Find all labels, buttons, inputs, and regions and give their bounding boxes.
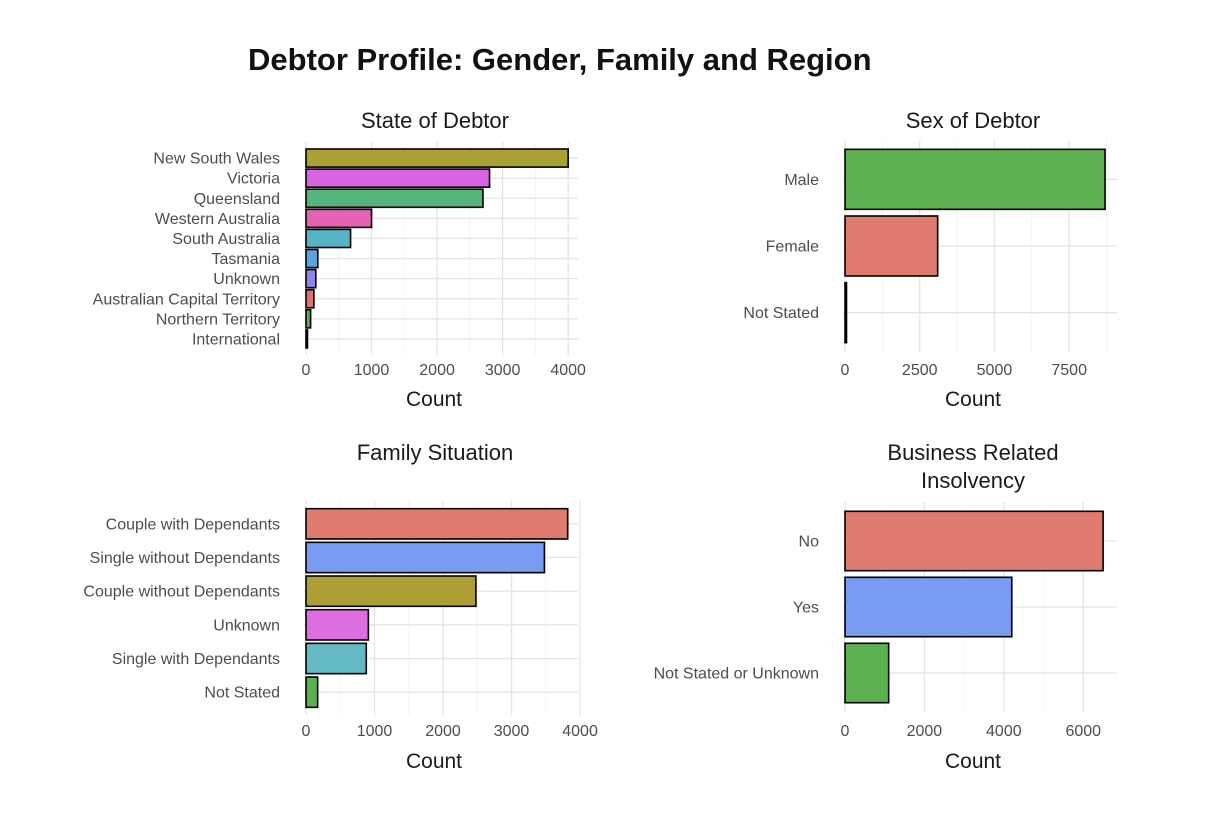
chart-panel: 0 2500 5000 7500 Male Female Not Stated Sex of … [743, 108, 1117, 411]
x-tick-label: 7500 [1051, 362, 1087, 379]
x-tick-label: 1000 [357, 723, 393, 740]
x-tick-label: 2000 [419, 362, 455, 379]
category-label: Victoria [227, 171, 280, 188]
bar [305, 507, 569, 540]
category-label: Northern Territory [156, 311, 280, 328]
x-tick-label: 2500 [902, 362, 938, 379]
bar [305, 148, 569, 168]
panel-title: Business Related [887, 440, 1058, 465]
x-tick-label: 4000 [562, 723, 598, 740]
x-tick-label: 5000 [977, 362, 1013, 379]
x-tick-label: 0 [302, 723, 311, 740]
x-tick-label: 0 [841, 723, 850, 740]
x-axis-title: Count [945, 388, 1001, 411]
bar [305, 168, 491, 188]
category-label: International [192, 331, 280, 348]
bar [305, 248, 319, 269]
bar [305, 268, 317, 289]
x-tick-label: 2000 [907, 723, 943, 740]
x-tick-label: 6000 [1065, 723, 1101, 740]
figure-title: Debtor Profile: Gender, Family and Regio… [248, 42, 872, 77]
bar [305, 608, 370, 641]
category-label: Not Stated [743, 305, 819, 322]
chart-panel: 0 1000 2000 3000 4000 New South Wales Victoria… [93, 108, 586, 411]
chart-panel: 0 2000 4000 6000 No Yes Not Stated or Unknown B… [654, 440, 1117, 773]
category-label: Australian Capital Territory [93, 291, 280, 308]
x-tick-label: 4000 [550, 362, 586, 379]
x-tick-label: 2000 [425, 723, 461, 740]
x-axis-title: Count [406, 388, 462, 411]
category-label: Couple without Dependants [83, 584, 280, 601]
bar [844, 510, 1104, 572]
bar [305, 575, 477, 608]
bar [305, 541, 546, 574]
category-label: Yes [793, 600, 819, 617]
x-tick-label: 0 [302, 362, 311, 379]
category-label: Male [784, 172, 819, 189]
bar [305, 329, 309, 349]
x-axis-title: Count [945, 750, 1001, 773]
bar [305, 288, 315, 309]
category-label: Female [766, 239, 819, 256]
chart-panel: 0 1000 2000 3000 4000 Couple with Dependants S… [83, 440, 598, 773]
category-label: No [799, 534, 820, 551]
x-tick-label: 0 [841, 362, 850, 379]
category-label: Tasmania [212, 251, 281, 268]
bar [305, 676, 319, 709]
category-label: Queensland [194, 191, 280, 208]
bar [305, 642, 368, 675]
category-label: Not Stated or Unknown [654, 666, 819, 683]
category-label: South Australia [172, 231, 280, 248]
panel-title: State of Debtor [361, 108, 509, 133]
bar [844, 642, 890, 704]
panel-title: Sex of Debtor [906, 108, 1041, 133]
category-label: Single with Dependants [112, 651, 280, 668]
x-tick-label: 1000 [354, 362, 390, 379]
category-label: Couple with Dependants [106, 516, 280, 533]
bar [305, 228, 352, 249]
bar [844, 148, 1106, 211]
bar [844, 281, 848, 344]
category-label: Unknown [213, 617, 280, 634]
bar [844, 215, 939, 277]
bar [305, 188, 484, 209]
x-tick-label: 3000 [494, 723, 530, 740]
category-label: Unknown [213, 271, 280, 288]
panel-title: Insolvency [921, 468, 1025, 493]
category-label: Single without Dependants [90, 550, 280, 567]
bar [844, 576, 1013, 638]
bar [305, 208, 373, 229]
bar [305, 309, 312, 329]
category-label: Not Stated [204, 685, 280, 702]
x-axis-title: Count [406, 750, 462, 773]
category-label: Western Australia [155, 211, 280, 228]
x-tick-label: 4000 [986, 723, 1022, 740]
panel-title: Family Situation [357, 440, 514, 465]
x-tick-label: 3000 [485, 362, 521, 379]
category-label: New South Wales [153, 151, 280, 168]
